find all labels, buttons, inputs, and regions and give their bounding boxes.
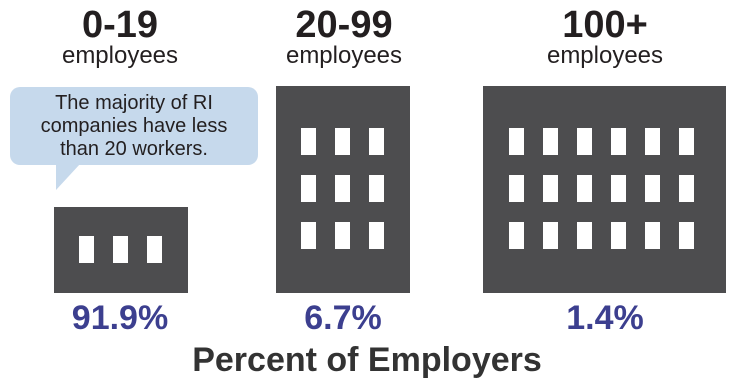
- window-icon: [509, 128, 524, 155]
- window-icon: [679, 128, 694, 155]
- window-icon: [369, 175, 384, 202]
- window-icon: [79, 236, 94, 263]
- window-icon: [509, 175, 524, 202]
- window-icon: [369, 128, 384, 155]
- group-title-0-19: 0-19 employees: [20, 6, 220, 68]
- window-icon: [611, 175, 626, 202]
- building-icon-large: [483, 86, 726, 293]
- callout-line-3: than 20 workers.: [60, 138, 208, 160]
- unit-label: employees: [61, 42, 179, 69]
- unit-label: employees: [285, 42, 403, 69]
- window-icon: [301, 222, 316, 249]
- percent-value-20-99: 6.7%: [304, 299, 382, 337]
- window-icon: [113, 236, 128, 263]
- window-icon: [611, 222, 626, 249]
- percent-value-0-19: 91.9%: [71, 299, 169, 337]
- window-icon: [679, 175, 694, 202]
- window-icon: [369, 222, 384, 249]
- window-icon: [645, 128, 660, 155]
- percent-value-100-plus: 1.4%: [566, 299, 644, 337]
- callout-line-2: companies have less: [40, 115, 228, 137]
- window-icon: [577, 222, 592, 249]
- callout-line-1: The majority of RI: [55, 92, 213, 114]
- window-icon: [335, 128, 350, 155]
- group-title-100-plus: 100+ employees: [505, 6, 705, 68]
- window-icon: [301, 128, 316, 155]
- group-title-20-99: 20-99 employees: [244, 6, 444, 68]
- window-icon: [577, 128, 592, 155]
- window-icon: [645, 222, 660, 249]
- window-icon: [301, 175, 316, 202]
- size-label: 100+: [562, 4, 648, 46]
- window-icon: [543, 128, 558, 155]
- building-icon-medium: [276, 86, 410, 293]
- window-icon: [645, 175, 660, 202]
- window-icon: [679, 222, 694, 249]
- building-icon-small: [54, 207, 188, 293]
- window-icon: [543, 175, 558, 202]
- window-icon: [611, 128, 626, 155]
- window-icon: [335, 222, 350, 249]
- size-label: 20-99: [295, 4, 393, 46]
- window-icon: [335, 175, 350, 202]
- window-icon: [577, 175, 592, 202]
- window-icon: [509, 222, 524, 249]
- size-label: 0-19: [81, 4, 159, 46]
- footer-title: Percent of Employers: [192, 341, 542, 379]
- callout-tail: [56, 164, 80, 190]
- callout-bubble: The majority of RI companies have less t…: [10, 87, 258, 165]
- window-icon: [147, 236, 162, 263]
- unit-label: employees: [546, 42, 664, 69]
- window-icon: [543, 222, 558, 249]
